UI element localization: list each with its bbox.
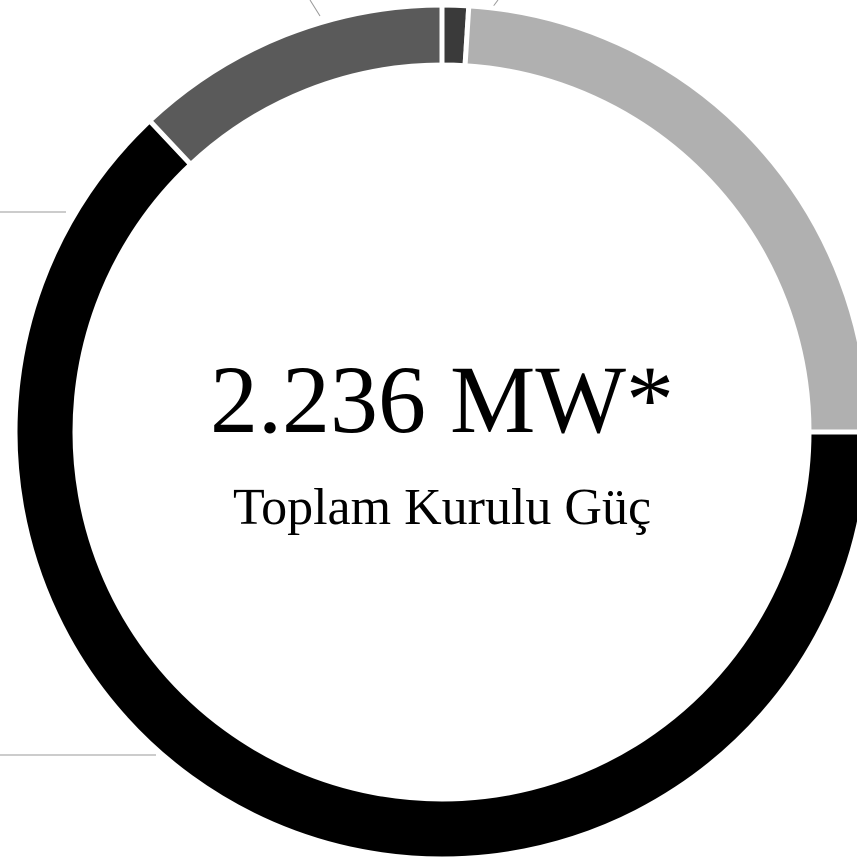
center-value: 2.236 MW*: [210, 346, 674, 453]
donut-segment: [12, 117, 857, 862]
leader-lines: [0, 0, 499, 756]
donut-segment: [146, 2, 445, 169]
donut-segment: [462, 3, 857, 435]
center-label: Toplam Kurulu Güç: [233, 479, 651, 536]
donut: [12, 2, 857, 862]
leader-line: [309, 0, 321, 17]
